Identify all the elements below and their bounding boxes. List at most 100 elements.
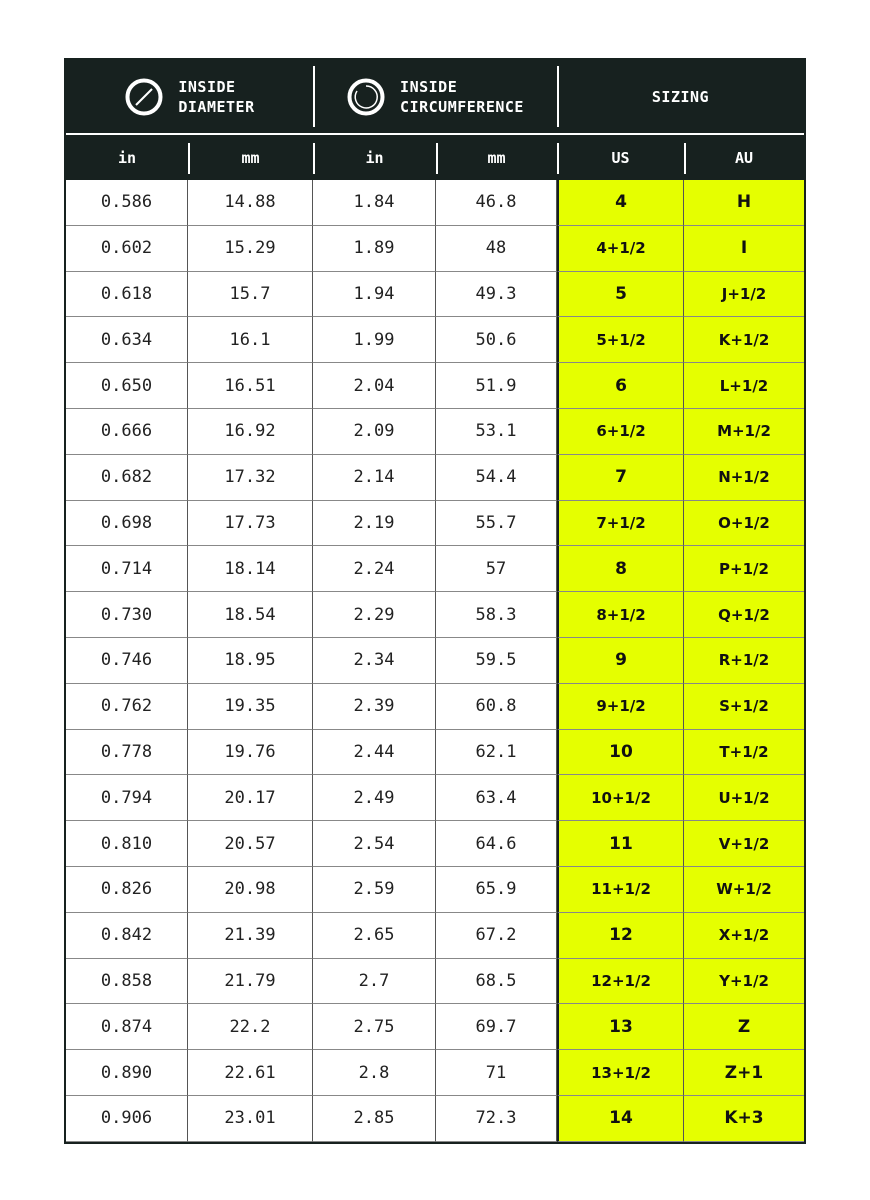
table-row: 0.794 20.17 2.49 63.4 10+1/2 U+1/2 (66, 775, 804, 822)
cell-size-us: 10 (557, 729, 684, 776)
cell-circumference-mm: 53.1 (436, 408, 557, 455)
cell-diameter-mm: 18.54 (188, 592, 313, 638)
cell-size-au: K+1/2 (684, 317, 804, 364)
cell-size-us: 5+1/2 (557, 317, 684, 364)
cell-circumference-in: 2.65 (313, 912, 436, 959)
cell-circumference-mm: 59.5 (436, 637, 557, 684)
cell-size-us: 11+1/2 (557, 866, 684, 913)
table-row: 0.842 21.39 2.65 67.2 12 X+1/2 (66, 912, 804, 959)
diameter-icon (125, 78, 163, 115)
cell-size-us: 11 (557, 821, 684, 867)
cell-size-us: 7+1/2 (557, 500, 684, 547)
col-header: in (313, 135, 436, 180)
cell-size-au: Y+1/2 (684, 958, 804, 1005)
cell-circumference-mm: 68.5 (436, 958, 557, 1005)
cell-circumference-mm: 69.7 (436, 1004, 557, 1051)
cell-size-au: J+1/2 (684, 271, 804, 318)
cell-size-au: Q+1/2 (684, 592, 804, 638)
group-title-line: CIRCUMFERENCE (400, 97, 524, 116)
cell-diameter-mm: 19.76 (188, 729, 313, 776)
cell-circumference-in: 2.54 (313, 821, 436, 867)
table-row: 0.890 22.61 2.8 71 13+1/2 Z+1 (66, 1050, 804, 1096)
cell-diameter-in: 0.634 (66, 317, 188, 364)
cell-diameter-mm: 14.88 (188, 180, 313, 226)
cell-diameter-mm: 16.92 (188, 408, 313, 455)
cell-circumference-mm: 49.3 (436, 271, 557, 318)
cell-diameter-mm: 18.95 (188, 637, 313, 684)
cell-diameter-mm: 20.98 (188, 866, 313, 913)
cell-size-au: K+3 (684, 1095, 804, 1142)
cell-diameter-in: 0.746 (66, 637, 188, 684)
table-row: 0.746 18.95 2.34 59.5 9 R+1/2 (66, 637, 804, 684)
group-inside-diameter: INSIDE DIAMETER (66, 60, 313, 133)
cell-circumference-mm: 46.8 (436, 180, 557, 226)
cell-circumference-mm: 62.1 (436, 729, 557, 776)
cell-size-au: I (684, 225, 804, 272)
circumference-icon (347, 78, 385, 115)
cell-diameter-in: 0.906 (66, 1095, 188, 1142)
cell-diameter-mm: 15.29 (188, 225, 313, 272)
col-header: US (557, 135, 684, 180)
cell-size-au: U+1/2 (684, 775, 804, 822)
table-row: 0.666 16.92 2.09 53.1 6+1/2 M+1/2 (66, 408, 804, 455)
cell-size-us: 10+1/2 (557, 775, 684, 822)
group-title-line: INSIDE (178, 77, 236, 96)
cell-diameter-in: 0.794 (66, 775, 188, 822)
cell-size-au: O+1/2 (684, 500, 804, 547)
cell-circumference-mm: 48 (436, 225, 557, 272)
cell-diameter-mm: 22.61 (188, 1050, 313, 1096)
cell-circumference-in: 1.94 (313, 271, 436, 318)
cell-size-us: 8 (557, 546, 684, 593)
cell-circumference-in: 2.09 (313, 408, 436, 455)
cell-circumference-mm: 72.3 (436, 1095, 557, 1142)
cell-circumference-mm: 54.4 (436, 454, 557, 501)
cell-circumference-in: 2.29 (313, 592, 436, 638)
cell-circumference-mm: 50.6 (436, 317, 557, 364)
cell-size-au: M+1/2 (684, 408, 804, 455)
cell-circumference-in: 2.75 (313, 1004, 436, 1051)
col-header: in (117, 148, 137, 167)
table-row: 0.810 20.57 2.54 64.6 11 V+1/2 (66, 821, 804, 867)
cell-circumference-in: 2.04 (313, 363, 436, 409)
cell-circumference-in: 2.8 (313, 1050, 436, 1096)
cell-circumference-mm: 65.9 (436, 866, 557, 913)
cell-size-au: T+1/2 (684, 729, 804, 776)
table-row: 0.634 16.1 1.99 50.6 5+1/2 K+1/2 (66, 317, 804, 364)
table-body: 0.586 14.88 1.84 46.8 4 H 0.602 15.29 1.89 48 4+1/… (66, 180, 804, 1142)
cell-diameter-in: 0.874 (66, 1004, 188, 1051)
cell-diameter-mm: 18.14 (188, 546, 313, 593)
cell-diameter-in: 0.666 (66, 408, 188, 455)
cell-circumference-mm: 64.6 (436, 821, 557, 867)
cell-diameter-in: 0.762 (66, 683, 188, 730)
cell-diameter-mm: 19.35 (188, 683, 313, 730)
cell-size-au: P+1/2 (684, 546, 804, 593)
cell-diameter-in: 0.698 (66, 500, 188, 547)
cell-circumference-mm: 51.9 (436, 363, 557, 409)
group-title-line: DIAMETER (178, 97, 255, 116)
cell-circumference-mm: 58.3 (436, 592, 557, 638)
cell-circumference-mm: 57 (436, 546, 557, 593)
cell-circumference-mm: 60.8 (436, 683, 557, 730)
col-header: mm (436, 135, 557, 180)
cell-circumference-in: 2.19 (313, 500, 436, 547)
cell-size-us: 6 (557, 363, 684, 409)
cell-size-us: 12+1/2 (557, 958, 684, 1005)
cell-diameter-mm: 21.39 (188, 912, 313, 959)
group-title: SIZING (651, 87, 710, 106)
cell-diameter-in: 0.842 (66, 912, 188, 959)
cell-circumference-in: 2.49 (313, 775, 436, 822)
table-row: 0.874 22.2 2.75 69.7 13 Z (66, 1004, 804, 1051)
table-row: 0.730 18.54 2.29 58.3 8+1/2 Q+1/2 (66, 592, 804, 638)
cell-size-us: 13+1/2 (557, 1050, 684, 1096)
cell-size-au: H (684, 180, 804, 226)
cell-circumference-in: 1.84 (313, 180, 436, 226)
table-row: 0.682 17.32 2.14 54.4 7 N+1/2 (66, 454, 804, 501)
table-row: 0.762 19.35 2.39 60.8 9+1/2 S+1/2 (66, 683, 804, 730)
cell-diameter-in: 0.890 (66, 1050, 188, 1096)
table-row: 0.826 20.98 2.59 65.9 11+1/2 W+1/2 (66, 866, 804, 913)
cell-size-us: 4+1/2 (557, 225, 684, 272)
cell-size-us: 4 (557, 180, 684, 226)
cell-diameter-in: 0.810 (66, 821, 188, 867)
cell-circumference-mm: 67.2 (436, 912, 557, 959)
cell-circumference-in: 2.14 (313, 454, 436, 501)
